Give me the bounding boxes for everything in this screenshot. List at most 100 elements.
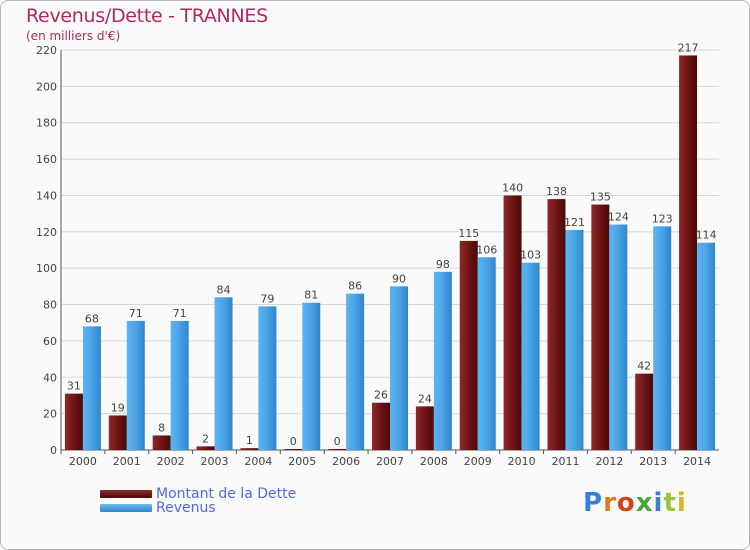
data-label-revenus: 121 (564, 216, 585, 229)
data-label-revenus: 114 (696, 229, 717, 242)
y-tick-label: 80 (43, 299, 57, 312)
x-tick-label: 2002 (157, 455, 185, 468)
data-label-revenus: 68 (85, 312, 99, 325)
legend-swatch-revenus (100, 504, 152, 512)
y-tick-label: 20 (43, 408, 57, 421)
labels-layer: 31 68 19 71 8 71 2 84 1 79 0 81 0 86 26 90 24 98 115 106 140… (67, 41, 717, 448)
data-label-revenus: 84 (217, 283, 231, 296)
data-label-dette: 0 (290, 435, 297, 448)
legend-swatch-dette (100, 490, 152, 498)
chart-subtitle: (en milliers d'€) (26, 29, 121, 43)
data-label-dette: 140 (502, 181, 523, 194)
bar-revenus (609, 224, 628, 450)
chart-title: Revenus/Dette - TRANNES (26, 5, 268, 27)
data-label-dette: 42 (637, 360, 651, 373)
bar-revenus (477, 257, 496, 450)
legend-label-revenus: Revenus (156, 500, 216, 516)
x-tick-label: 2012 (595, 455, 623, 468)
bar-revenus (126, 320, 145, 450)
data-label-dette: 2 (202, 432, 209, 445)
y-tick-label: 180 (36, 117, 57, 130)
y-tick-label: 200 (36, 80, 57, 93)
logo-letter: P (583, 488, 604, 518)
bar-dette (372, 402, 390, 450)
data-label-dette: 1 (246, 434, 253, 447)
proxiti-logo: Proxiti (583, 488, 687, 518)
x-tick-label: 2005 (288, 455, 316, 468)
logo-letter: r (603, 488, 617, 518)
x-tick-label: 2004 (244, 455, 272, 468)
y-tick-label: 100 (36, 262, 57, 275)
y-tick-label: 220 (36, 44, 57, 57)
data-label-dette: 26 (374, 389, 388, 402)
bar-dette (64, 393, 83, 450)
data-label-revenus: 124 (608, 211, 629, 224)
x-tick-label: 2010 (508, 455, 536, 468)
x-tick-label: 2006 (332, 455, 360, 468)
bar-revenus (258, 306, 277, 450)
logo-letter: t (663, 488, 677, 518)
bar-revenus (565, 230, 584, 450)
x-tick-label: 2011 (551, 455, 579, 468)
data-label-revenus: 71 (173, 307, 187, 320)
bar-dette (196, 446, 215, 450)
x-tick-label: 2009 (464, 455, 492, 468)
y-tick-label: 40 (43, 371, 57, 384)
data-label-dette: 24 (418, 392, 432, 405)
x-tick-label: 2003 (201, 455, 229, 468)
y-tick-label: 120 (36, 226, 57, 239)
data-label-dette: 115 (458, 227, 479, 240)
bar-dette (152, 435, 171, 450)
bar-revenus (302, 302, 321, 450)
bar-revenus (170, 320, 189, 450)
x-tick-label: 2001 (113, 455, 141, 468)
bar-dette (328, 449, 347, 450)
bar-revenus (521, 262, 540, 450)
legend: Montant de la Dette Revenus (100, 487, 296, 515)
x-tick-label: 2013 (639, 455, 667, 468)
y-tick-label: 160 (36, 153, 57, 166)
bar-dette (415, 406, 434, 450)
logo-letter: o (616, 488, 636, 518)
bar-dette (284, 449, 303, 450)
data-label-dette: 0 (334, 435, 341, 448)
bar-revenus (346, 293, 365, 450)
bar-revenus (697, 242, 716, 450)
bar-revenus (653, 226, 672, 450)
data-label-revenus: 98 (436, 258, 450, 271)
logo-letter: x (635, 488, 654, 518)
data-label-revenus: 106 (476, 243, 497, 256)
data-label-dette: 138 (546, 185, 567, 198)
bar-revenus (82, 326, 101, 450)
bar-dette (547, 199, 566, 450)
bar-revenus (390, 286, 408, 450)
x-tick-label: 2007 (376, 455, 404, 468)
bar-dette (591, 204, 610, 450)
y-tick-label: 140 (36, 189, 57, 202)
data-label-revenus: 86 (348, 280, 362, 293)
bar-dette (108, 415, 127, 450)
data-label-revenus: 71 (129, 307, 143, 320)
data-label-dette: 8 (158, 421, 165, 434)
bar-dette (240, 448, 259, 450)
y-tick-label: 0 (50, 444, 57, 457)
x-tick-label: 2014 (683, 455, 711, 468)
bar-dette (459, 240, 478, 450)
legend-item-dette: Montant de la Dette (100, 487, 296, 501)
data-label-revenus: 90 (392, 272, 406, 285)
y-tick-label: 60 (43, 335, 57, 348)
data-label-revenus: 103 (520, 249, 541, 262)
bar-revenus (433, 271, 452, 450)
data-label-revenus: 81 (304, 289, 318, 302)
bars-layer (64, 55, 716, 451)
data-label-dette: 217 (678, 41, 699, 54)
bar-dette (503, 195, 522, 450)
logo-letter: i (653, 488, 664, 518)
data-label-dette: 135 (590, 191, 611, 204)
bar-revenus (214, 297, 233, 450)
legend-item-revenus: Revenus (100, 501, 296, 515)
data-label-revenus: 123 (652, 212, 673, 225)
data-label-revenus: 79 (260, 292, 274, 305)
